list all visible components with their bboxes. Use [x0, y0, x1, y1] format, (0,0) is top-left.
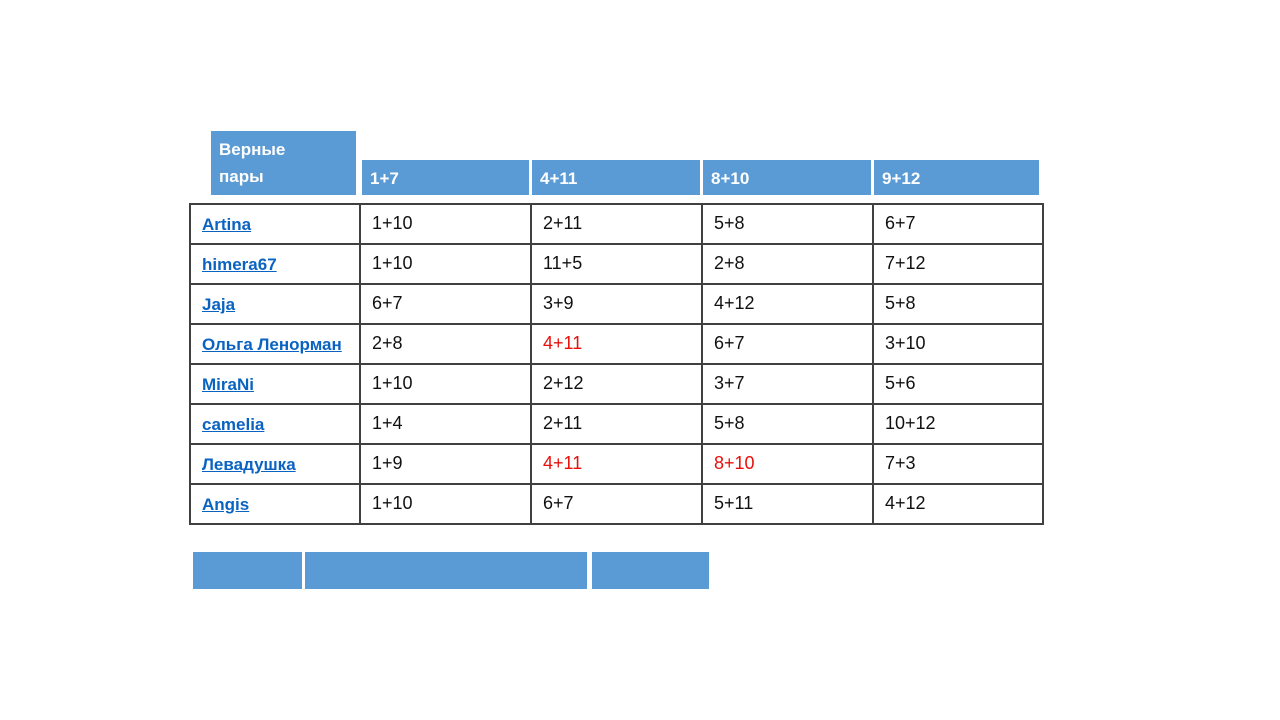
pair-value-cell: 5+11 — [701, 483, 874, 525]
table-row: Artina 1+10 2+11 5+8 6+7 — [189, 203, 1044, 245]
pair-value-cell: 5+8 — [872, 283, 1044, 325]
pair-value-cell: 6+7 — [701, 323, 874, 365]
player-link[interactable]: Jaja — [202, 295, 236, 314]
pair-value-cell: 1+10 — [359, 483, 532, 525]
footer-bar-right — [592, 552, 709, 589]
player-name-cell: Jaja — [189, 283, 361, 325]
column-header-4-11: 4+11 — [532, 160, 700, 195]
pair-value-cell: 4+12 — [872, 483, 1044, 525]
pair-value-cell: 7+12 — [872, 243, 1044, 285]
column-header-1-7: 1+7 — [362, 160, 529, 195]
pair-value-cell: 5+6 — [872, 363, 1044, 405]
pair-value-cell: 3+7 — [701, 363, 874, 405]
table-row: Левадушка 1+9 4+11 8+10 7+3 — [189, 443, 1044, 485]
player-name-cell: camelia — [189, 403, 361, 445]
pair-value-cell: 11+5 — [530, 243, 703, 285]
column-header-8-10: 8+10 — [703, 160, 871, 195]
corner-header: Верные пары — [211, 131, 356, 195]
pair-value-cell: 3+10 — [872, 323, 1044, 365]
pair-value-cell: 2+8 — [701, 243, 874, 285]
pair-value-cell: 1+4 — [359, 403, 532, 445]
table-row: himera67 1+10 11+5 2+8 7+12 — [189, 243, 1044, 285]
pair-value-cell: 3+9 — [530, 283, 703, 325]
table-row: camelia 1+4 2+11 5+8 10+12 — [189, 403, 1044, 445]
footer-bar-left — [193, 552, 302, 589]
player-link[interactable]: camelia — [202, 415, 265, 434]
corner-header-line2: пары — [219, 167, 264, 186]
table-row: Angis 1+10 6+7 5+11 4+12 — [189, 483, 1044, 525]
pair-value-cell: 8+10 — [701, 443, 874, 485]
player-name-cell: MiraNi — [189, 363, 361, 405]
table-row: Jaja 6+7 3+9 4+12 5+8 — [189, 283, 1044, 325]
player-name-cell: Angis — [189, 483, 361, 525]
pair-value-cell: 7+3 — [872, 443, 1044, 485]
players-table-body: Artina 1+10 2+11 5+8 6+7 himera67 1+10 11+5 2+8 7… — [189, 203, 1044, 525]
player-link[interactable]: Левадушка — [202, 455, 296, 474]
player-link[interactable]: Angis — [202, 495, 250, 514]
player-link[interactable]: himera67 — [202, 255, 277, 274]
pair-value-cell: 1+10 — [359, 363, 532, 405]
pair-value-cell: 2+11 — [530, 203, 703, 245]
pair-value-cell: 4+11 — [530, 443, 703, 485]
pair-value-cell: 2+8 — [359, 323, 532, 365]
player-link[interactable]: Ольга Ленорман — [202, 335, 342, 354]
column-header-9-12: 9+12 — [874, 160, 1039, 195]
table-row: MiraNi 1+10 2+12 3+7 5+6 — [189, 363, 1044, 405]
pair-value-cell: 1+9 — [359, 443, 532, 485]
pair-value-cell: 2+11 — [530, 403, 703, 445]
corner-header-line1: Верные — [219, 140, 286, 159]
footer-bar-middle — [305, 552, 587, 589]
pair-value-cell: 2+12 — [530, 363, 703, 405]
player-name-cell: Ольга Ленорман — [189, 323, 361, 365]
pair-value-cell: 5+8 — [701, 203, 874, 245]
pair-value-cell: 6+7 — [872, 203, 1044, 245]
table-row: Ольга Ленорман 2+8 4+11 6+7 3+10 — [189, 323, 1044, 365]
player-name-cell: himera67 — [189, 243, 361, 285]
pair-value-cell: 6+7 — [359, 283, 532, 325]
pair-value-cell: 10+12 — [872, 403, 1044, 445]
pair-value-cell: 4+12 — [701, 283, 874, 325]
pair-value-cell: 1+10 — [359, 243, 532, 285]
pair-value-cell: 5+8 — [701, 403, 874, 445]
player-name-cell: Левадушка — [189, 443, 361, 485]
player-link[interactable]: Artina — [202, 215, 252, 234]
pair-value-cell: 4+11 — [530, 323, 703, 365]
pairs-table: Artina 1+10 2+11 5+8 6+7 himera67 1+10 11+5 2+8 7… — [189, 203, 1044, 525]
pair-value-cell: 1+10 — [359, 203, 532, 245]
player-link[interactable]: MiraNi — [202, 375, 254, 394]
pair-value-cell: 6+7 — [530, 483, 703, 525]
player-name-cell: Artina — [189, 203, 361, 245]
